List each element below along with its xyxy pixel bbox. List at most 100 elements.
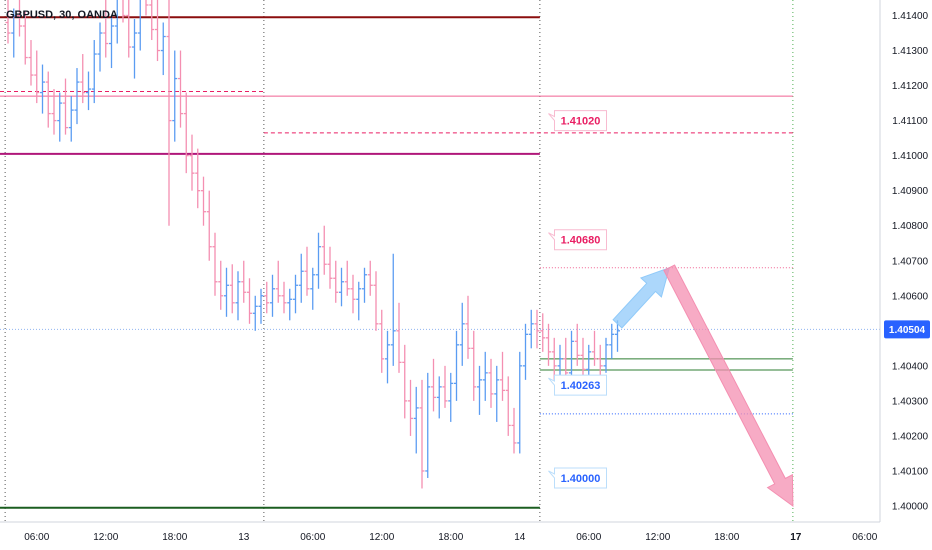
x-tick-label: 06:00 <box>24 532 49 543</box>
ohlc-bar <box>17 0 22 37</box>
y-tick-label: 1.41000 <box>892 151 929 162</box>
x-tick-label: 06:00 <box>852 532 877 543</box>
ohlc-bar <box>270 274 275 317</box>
ohlc-bar <box>419 379 425 489</box>
price-callout[interactable]: 1.40000 <box>548 467 607 489</box>
ohlc-bar <box>379 309 385 373</box>
ohlc-bar <box>546 323 551 366</box>
ohlc-bar <box>201 176 206 226</box>
ohlc-bar <box>149 0 155 41</box>
ohlc-bar <box>471 330 477 401</box>
price-bars <box>5 0 620 489</box>
projection-arrows <box>612 264 794 507</box>
ohlc-bar <box>22 11 28 65</box>
callout-label: 1.40680 <box>561 235 601 247</box>
ohlc-bar <box>122 0 126 23</box>
ohlc-bar <box>212 232 218 296</box>
ohlc-bar <box>321 225 327 275</box>
session-break-lines <box>4 0 794 522</box>
ohlc-bar <box>247 278 252 324</box>
ohlc-bar <box>137 0 141 51</box>
ohlc-bar <box>551 337 557 380</box>
ohlc-bar <box>408 379 413 436</box>
y-tick-label: 1.41200 <box>892 81 929 92</box>
callout-label: 1.41020 <box>561 116 601 128</box>
ohlc-bar <box>218 260 224 310</box>
x-tick-label: 12:00 <box>369 532 394 543</box>
ohlc-bar <box>183 92 189 174</box>
ohlc-bar <box>534 309 540 349</box>
y-tick-label: 1.40400 <box>892 361 929 372</box>
ohlc-bar <box>166 0 172 226</box>
ohlc-bar <box>431 358 436 412</box>
ohlc-bar <box>523 323 528 380</box>
ohlc-bar <box>5 0 11 44</box>
y-tick-label: 1.40700 <box>892 256 929 267</box>
current-price-label: 1.40504 <box>889 325 926 336</box>
axes <box>0 0 881 523</box>
ohlc-bar <box>74 68 80 125</box>
ohlc-bar <box>615 320 620 352</box>
ohlc-bar <box>385 330 390 384</box>
ohlc-bar <box>80 54 86 104</box>
price-callout[interactable]: 1.40263 <box>548 374 607 396</box>
ohlc-bar <box>28 40 34 86</box>
ohlc-bar <box>517 351 523 454</box>
ohlc-bar <box>264 281 270 314</box>
ohlc-bar <box>91 40 97 104</box>
ohlc-bar <box>298 253 304 303</box>
x-tick-label: 18:00 <box>438 532 463 543</box>
ohlc-bar <box>57 92 63 142</box>
x-tick-label: 13 <box>238 532 250 543</box>
ohlc-bar <box>586 344 592 380</box>
ohlc-bar <box>281 281 287 314</box>
ohlc-bar <box>362 267 367 303</box>
up-arrow-blue[interactable] <box>612 267 671 329</box>
ohlc-bar <box>114 0 118 44</box>
ohlc-bar <box>172 50 178 142</box>
ohlc-bar <box>494 365 500 422</box>
ohlc-bar <box>229 264 235 314</box>
ohlc-bar <box>68 96 74 142</box>
price-callout[interactable]: 1.40680 <box>548 229 607 251</box>
ohlc-bar <box>344 260 350 296</box>
x-tick-label: 17 <box>790 532 802 543</box>
ohlc-bar <box>310 267 316 310</box>
current-price-badge-bg <box>884 320 930 339</box>
y-tick-label: 1.41300 <box>892 46 929 57</box>
ohlc-bar <box>287 288 293 321</box>
y-tick-label: 1.40800 <box>892 221 929 232</box>
price-callout[interactable]: 1.41020 <box>548 110 607 132</box>
ohlc-bar <box>350 274 356 314</box>
down-arrow-pink[interactable] <box>663 264 794 507</box>
ohlc-bar <box>189 134 195 191</box>
ohlc-bar <box>34 50 40 104</box>
y-tick-label: 1.40900 <box>892 186 929 197</box>
ohlc-bar <box>63 78 68 135</box>
ohlc-bar <box>465 295 471 359</box>
ohlc-bar <box>40 64 45 114</box>
ohlc-bar <box>45 71 51 128</box>
ohlc-bar <box>511 407 517 454</box>
ohlc-bar <box>459 302 465 366</box>
x-axis-ticks: 06:00 12:00 18:00 13 06:00 12:00 18:00 14 06:00 1… <box>24 532 877 543</box>
ohlc-bar <box>316 232 321 289</box>
ohlc-bar <box>275 260 281 303</box>
ohlc-bar <box>126 0 132 58</box>
ohlc-bar <box>132 19 137 79</box>
x-tick-label: 12:00 <box>645 532 670 543</box>
ohlc-bar <box>402 344 408 419</box>
ohlc-bar <box>327 246 333 289</box>
price-callouts: 1.41020 1.40680 1.40263 1.40000 <box>548 110 607 489</box>
ohlc-bar <box>103 0 109 58</box>
ohlc-bar <box>86 71 91 111</box>
x-tick-label: 18:00 <box>162 532 187 543</box>
x-tick-label: 06:00 <box>300 532 325 543</box>
ohlc-bar <box>482 351 488 401</box>
horizontal-levels <box>0 16 793 509</box>
ohlc-bar <box>500 351 505 401</box>
ohlc-bar <box>563 337 569 380</box>
ohlc-bar <box>442 365 448 408</box>
